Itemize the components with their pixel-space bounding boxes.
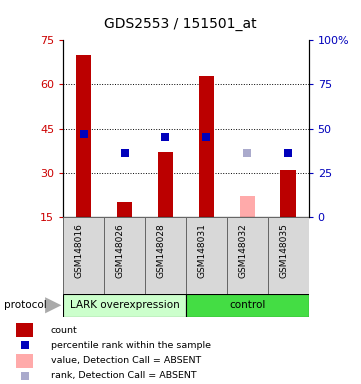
Bar <box>280 170 296 217</box>
Point <box>122 150 127 156</box>
Text: GSM148028: GSM148028 <box>156 223 165 278</box>
Bar <box>199 76 214 217</box>
Bar <box>63 294 186 317</box>
Bar <box>63 217 104 294</box>
Text: percentile rank within the sample: percentile rank within the sample <box>51 341 211 350</box>
Point <box>81 131 87 137</box>
Bar <box>268 217 309 294</box>
Bar <box>117 202 132 217</box>
Point <box>204 134 209 141</box>
Bar <box>16 354 33 367</box>
Bar <box>145 217 186 294</box>
Text: GSM148031: GSM148031 <box>197 223 206 278</box>
Text: GSM148032: GSM148032 <box>238 223 247 278</box>
Point <box>22 342 27 348</box>
Text: GSM148026: GSM148026 <box>116 223 125 278</box>
Text: control: control <box>229 300 265 310</box>
Bar <box>186 217 227 294</box>
Text: count: count <box>51 326 77 334</box>
Bar <box>16 323 33 337</box>
Text: value, Detection Call = ABSENT: value, Detection Call = ABSENT <box>51 356 201 365</box>
Text: GSM148016: GSM148016 <box>75 223 84 278</box>
Bar <box>158 152 173 217</box>
Bar <box>104 217 145 294</box>
Point <box>162 134 168 141</box>
Text: LARK overexpression: LARK overexpression <box>70 300 179 310</box>
Bar <box>76 55 91 217</box>
Polygon shape <box>45 297 61 313</box>
Bar <box>186 294 309 317</box>
Text: GSM148035: GSM148035 <box>279 223 288 278</box>
Text: protocol: protocol <box>4 300 46 310</box>
Text: rank, Detection Call = ABSENT: rank, Detection Call = ABSENT <box>51 371 196 380</box>
Bar <box>239 196 255 217</box>
Text: GDS2553 / 151501_at: GDS2553 / 151501_at <box>104 17 257 31</box>
Point <box>285 150 291 156</box>
Bar <box>227 217 268 294</box>
Point <box>22 372 27 379</box>
Point <box>244 150 250 156</box>
